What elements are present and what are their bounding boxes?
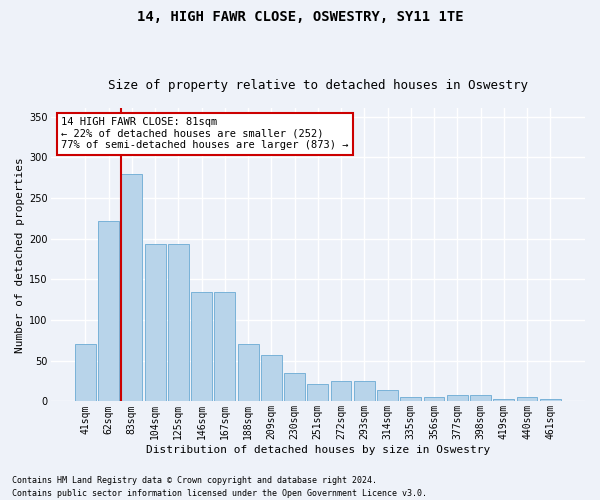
Bar — [261, 355, 282, 402]
Text: 14 HIGH FAWR CLOSE: 81sqm
← 22% of detached houses are smaller (252)
77% of semi: 14 HIGH FAWR CLOSE: 81sqm ← 22% of detac… — [61, 117, 349, 150]
Bar — [284, 373, 305, 402]
Bar — [331, 381, 352, 402]
Bar — [121, 174, 142, 402]
Bar — [145, 244, 166, 402]
Bar — [307, 384, 328, 402]
Bar — [400, 398, 421, 402]
Y-axis label: Number of detached properties: Number of detached properties — [15, 157, 25, 353]
Bar — [424, 398, 445, 402]
Bar — [377, 390, 398, 402]
Bar — [447, 395, 468, 402]
Title: Size of property relative to detached houses in Oswestry: Size of property relative to detached ho… — [108, 79, 528, 92]
Bar — [540, 399, 561, 402]
Bar — [98, 221, 119, 402]
Bar — [75, 344, 96, 402]
Bar — [214, 292, 235, 402]
Bar — [238, 344, 259, 402]
Bar — [493, 399, 514, 402]
Bar — [517, 396, 538, 402]
Bar — [191, 292, 212, 402]
Bar — [168, 244, 189, 402]
Bar — [354, 381, 375, 402]
X-axis label: Distribution of detached houses by size in Oswestry: Distribution of detached houses by size … — [146, 445, 490, 455]
Text: 14, HIGH FAWR CLOSE, OSWESTRY, SY11 1TE: 14, HIGH FAWR CLOSE, OSWESTRY, SY11 1TE — [137, 10, 463, 24]
Bar — [470, 395, 491, 402]
Text: Contains HM Land Registry data © Crown copyright and database right 2024.
Contai: Contains HM Land Registry data © Crown c… — [12, 476, 427, 498]
